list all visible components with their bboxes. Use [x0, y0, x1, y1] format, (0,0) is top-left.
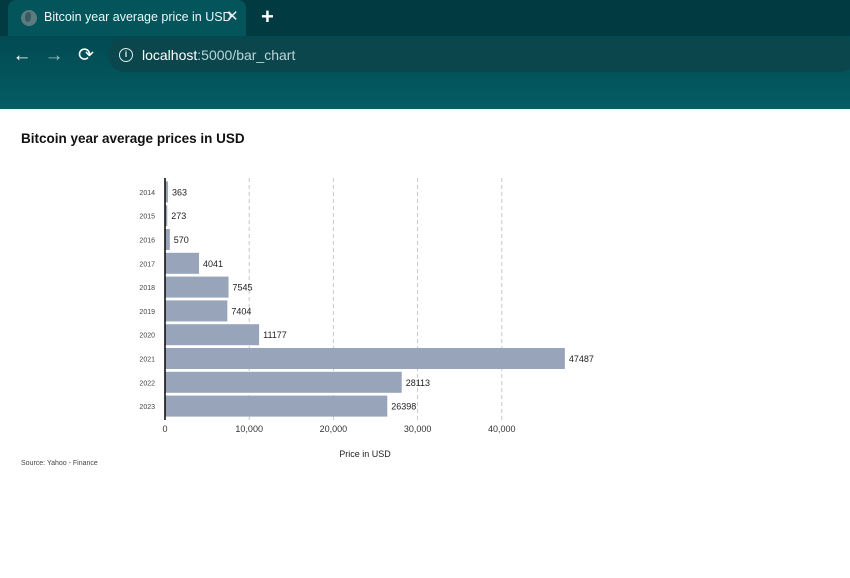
source-note: Source: Yahoo - Finance	[21, 460, 98, 467]
bar-2021	[165, 348, 565, 369]
url-host: localhost	[142, 47, 198, 63]
y-tick-label: 2023	[139, 404, 155, 411]
globe-icon	[21, 10, 37, 26]
forward-button[interactable]: →	[44, 45, 64, 66]
bar-chart: 0 10,000 20,000 30,000 40,000 2014 363 2015 273 2…	[139, 178, 594, 459]
x-tick-label: 20,000	[320, 424, 348, 434]
y-tick-label: 2019	[139, 309, 155, 316]
y-tick-label: 2018	[139, 285, 155, 292]
browser-chrome: Bitcoin year average price in USD ✕ + ← …	[0, 0, 850, 109]
bar-2023	[165, 395, 388, 417]
y-tick-label: 2020	[139, 333, 155, 340]
bar-2015	[165, 205, 168, 227]
y-tick-label: 2014	[139, 190, 155, 197]
close-icon[interactable]: ✕	[226, 8, 239, 25]
reload-button[interactable]: ⟳	[78, 45, 94, 66]
bar-2014	[165, 181, 169, 203]
info-icon[interactable]: i	[119, 48, 133, 62]
data-label: 570	[174, 235, 189, 245]
data-label: 11177	[263, 330, 287, 340]
x-tick-label: 0	[162, 424, 167, 434]
y-tick-label: 2016	[139, 238, 155, 245]
bar-2019	[165, 300, 228, 322]
data-label: 363	[172, 187, 187, 197]
y-tick-label: 2021	[139, 357, 155, 364]
x-tick-label: 10,000	[235, 424, 263, 434]
x-tick-label: 40,000	[488, 424, 516, 434]
bar-2017	[165, 252, 200, 274]
bar-2016	[165, 229, 170, 250]
url-text[interactable]: localhost:5000/bar_chart	[142, 47, 295, 63]
data-label: 26398	[391, 402, 416, 412]
tab-strip: Bitcoin year average price in USD ✕ +	[0, 0, 850, 36]
data-label: 7404	[231, 306, 251, 316]
data-label: 273	[171, 211, 186, 221]
url-path: :5000/bar_chart	[197, 47, 296, 63]
x-tick-label: 30,000	[404, 424, 432, 434]
y-tick-label: 2022	[139, 380, 155, 387]
new-tab-button[interactable]: +	[261, 4, 274, 29]
browser-toolbar: ← → ⟳ i localhost:5000/bar_chart	[0, 36, 850, 76]
y-tick-label: 2015	[139, 214, 155, 221]
data-label: 7545	[233, 283, 253, 293]
bar-2018	[165, 276, 229, 298]
address-bar[interactable]: i localhost:5000/bar_chart	[108, 38, 850, 72]
bar-2020	[165, 324, 260, 346]
y-tick-label: 2017	[139, 261, 155, 268]
back-button[interactable]: ←	[12, 45, 32, 66]
tab-title: Bitcoin year average price in USD	[44, 10, 232, 24]
data-label: 47487	[569, 354, 594, 364]
bar-2022	[165, 371, 402, 393]
tab-active[interactable]: Bitcoin year average price in USD ✕	[8, 0, 246, 36]
page-content: Bitcoin year average prices in USD 0 10,0…	[0, 109, 850, 578]
data-label: 28113	[406, 378, 430, 388]
chart-title: Bitcoin year average prices in USD	[21, 131, 245, 146]
x-axis-label: Price in USD	[339, 449, 391, 459]
data-label: 4041	[203, 259, 223, 269]
